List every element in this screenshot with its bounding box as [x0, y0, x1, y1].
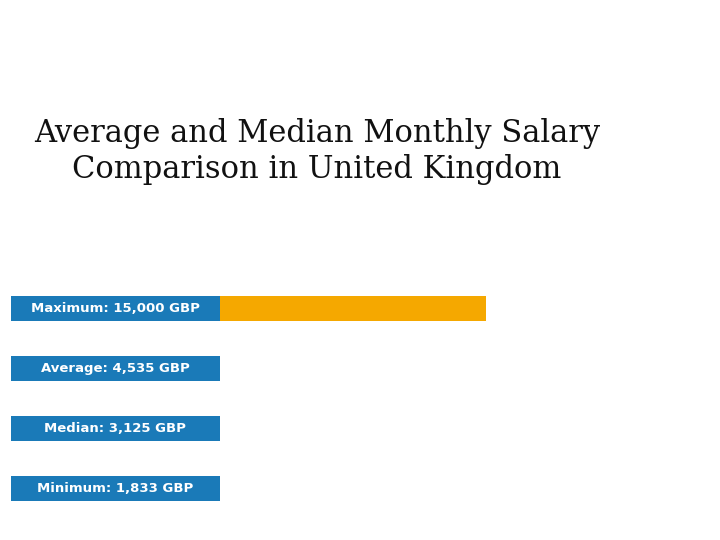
Bar — [11, 476, 220, 501]
Bar — [11, 296, 220, 321]
Text: Minimum: 1,833 GBP: Minimum: 1,833 GBP — [37, 482, 194, 495]
Text: Maximum: 15,000 GBP: Maximum: 15,000 GBP — [31, 302, 199, 315]
Bar — [11, 356, 220, 381]
Bar — [220, 296, 486, 321]
Text: Average: 4,535 GBP: Average: 4,535 GBP — [41, 362, 189, 375]
Text: Median: 3,125 GBP: Median: 3,125 GBP — [45, 422, 186, 435]
Text: Average and Median Monthly Salary
Comparison in United Kingdom: Average and Median Monthly Salary Compar… — [34, 118, 600, 185]
Bar — [11, 416, 220, 441]
